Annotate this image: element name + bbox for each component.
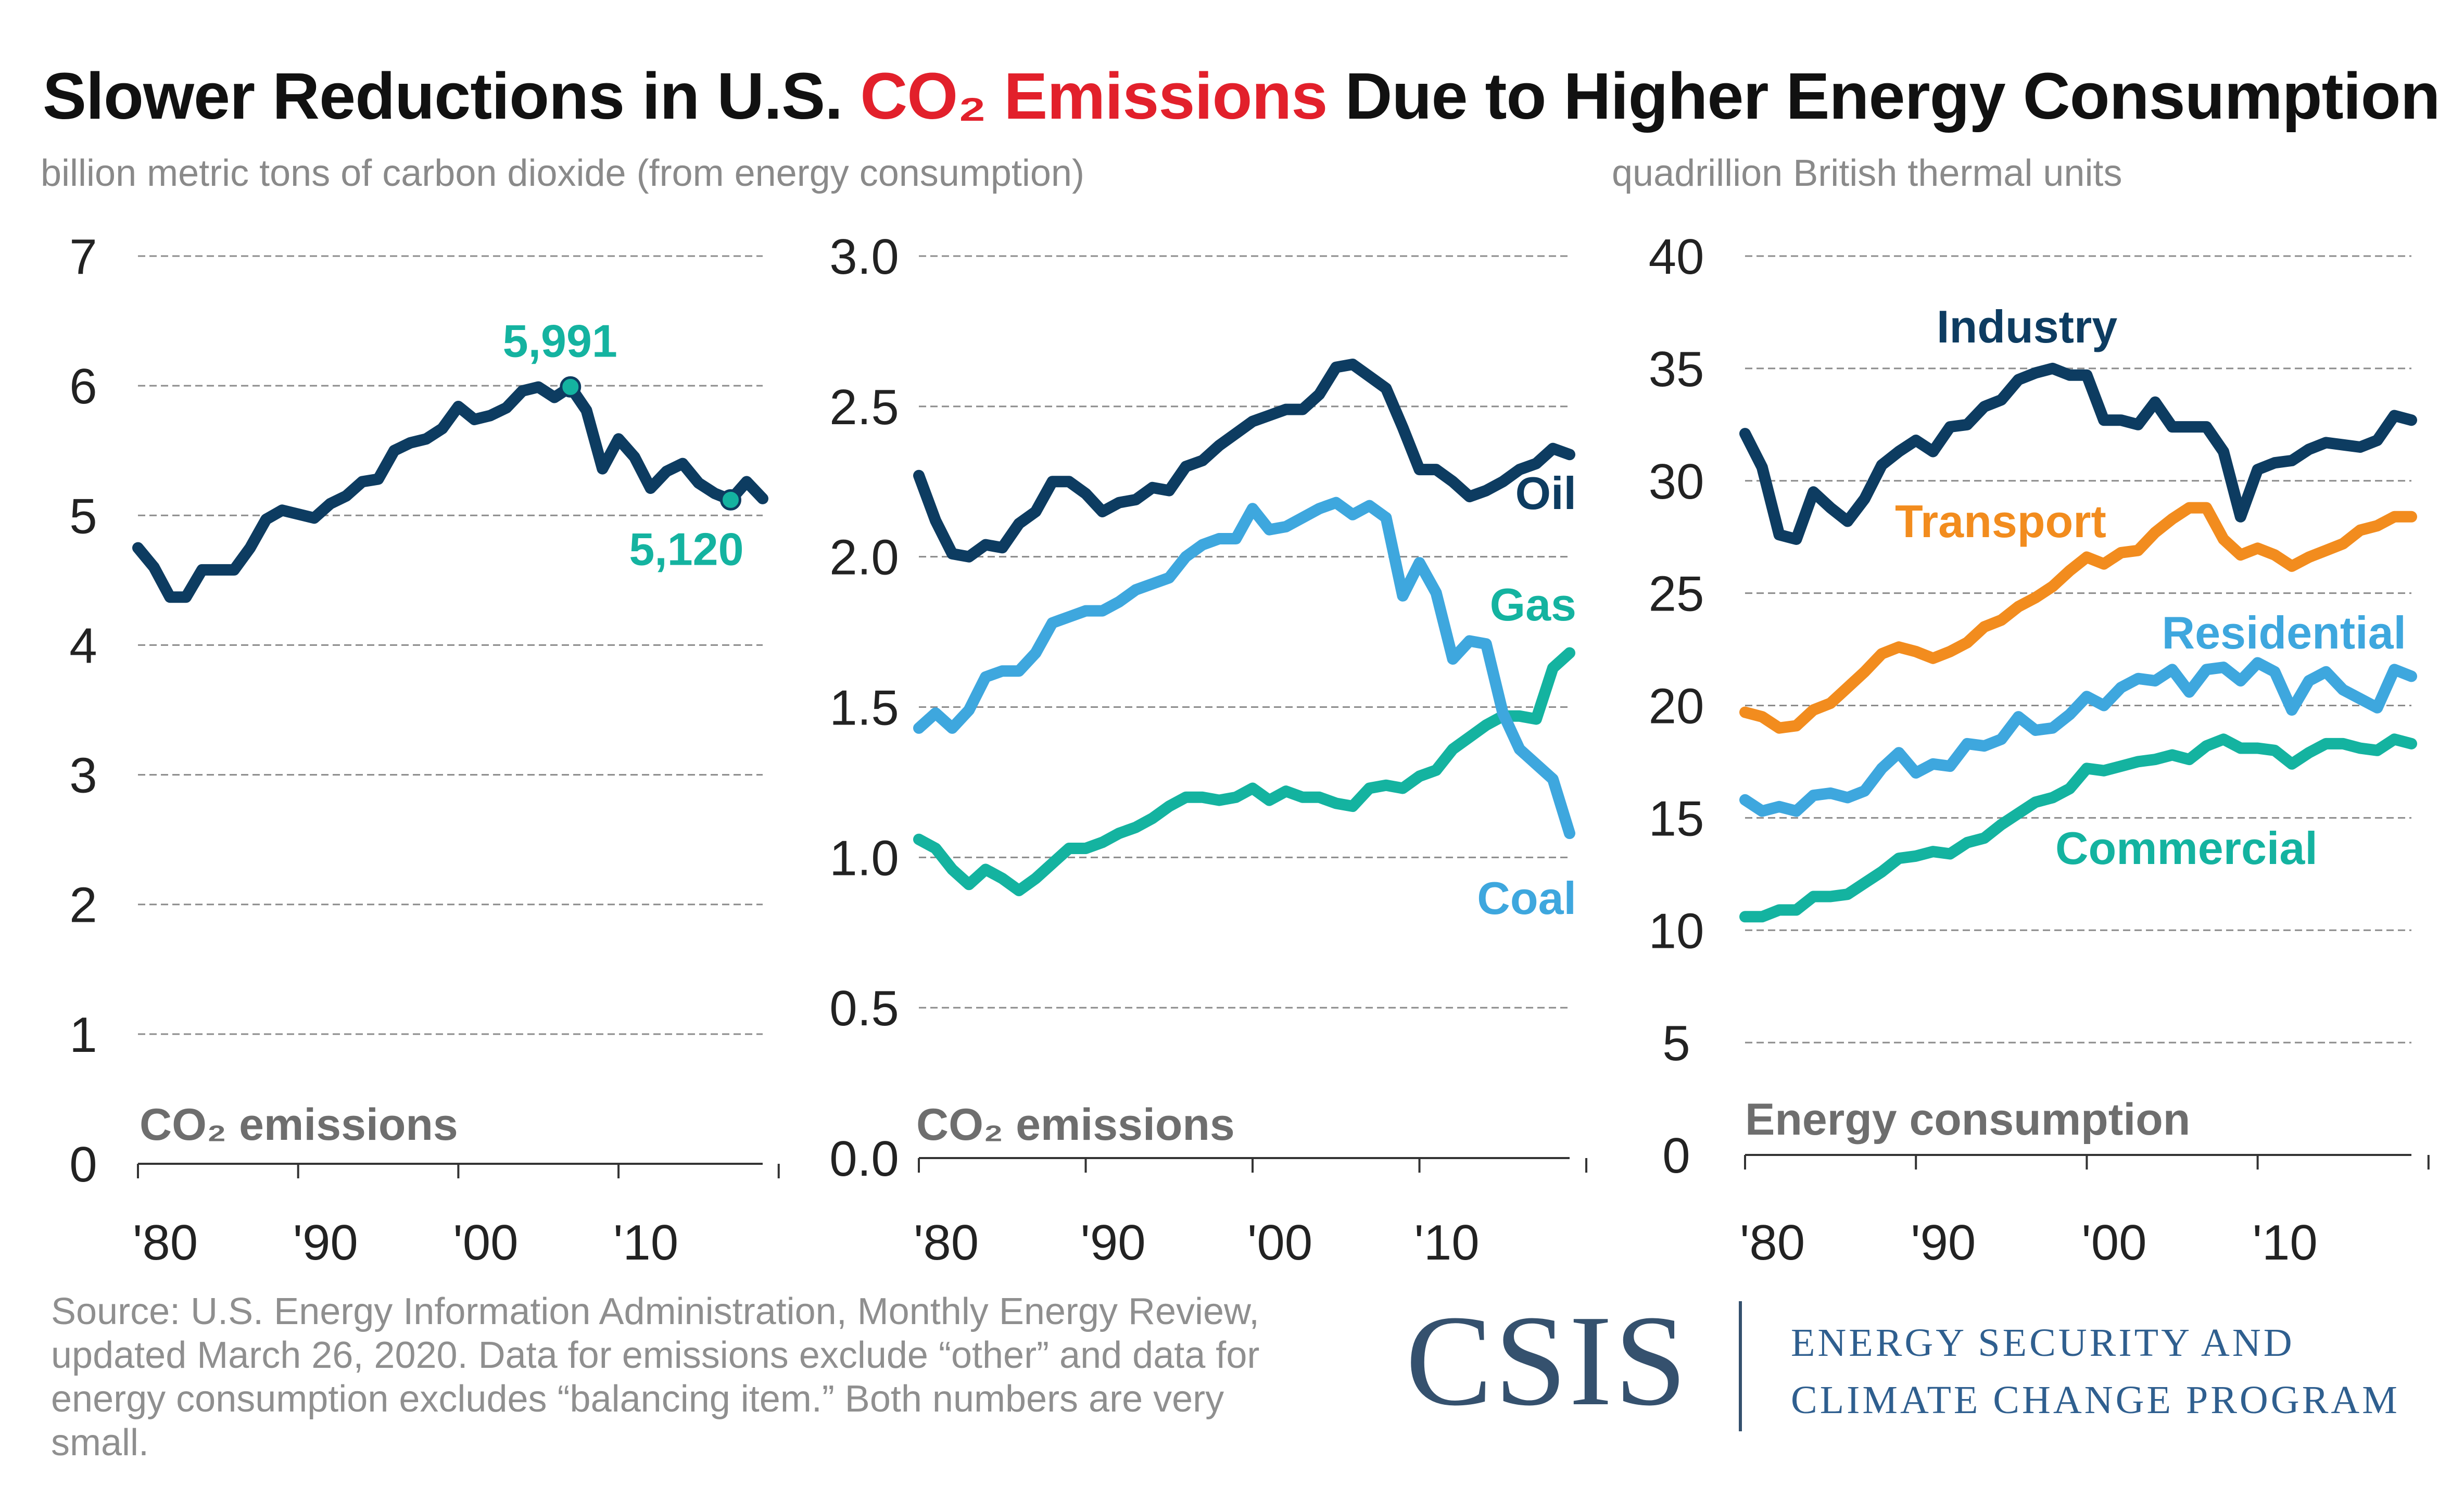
series-label-residential: Residential (2162, 607, 2406, 658)
series-line-oil (913, 359, 1575, 563)
title-post: Due to Higher Energy Consumption (1327, 59, 2440, 133)
y-tick-label: 1.0 (829, 830, 899, 886)
title-pre: Slower Reductions in U.S. (43, 59, 861, 133)
x-tick-label: '80 (914, 1215, 979, 1270)
series-line-industry (1739, 362, 2417, 545)
x-tick-label: '90 (293, 1215, 358, 1270)
series-line-commercial (1739, 733, 2417, 923)
series-line-residential (1739, 657, 2417, 817)
emissions-unit-label: billion metric tons of carbon dioxide (f… (41, 152, 1084, 194)
x-tick-label: '10 (613, 1215, 678, 1270)
annotation-label: 5,120 (629, 523, 743, 575)
chart-panel-total-emissions: 0 1 2 3 4 5 6 7 '80 '90 '00 '10 CO₂ emissions 5,991 5,… (69, 229, 780, 1270)
y-tick-label: 7 (69, 229, 97, 285)
series-label-commercial: Commercial (2055, 822, 2318, 874)
x-tick-label: '90 (1911, 1215, 1976, 1270)
y-tick-label: 5 (69, 488, 97, 544)
y-tick-label: 10 (1649, 903, 1704, 959)
y-tick-label: 0.0 (829, 1131, 899, 1187)
page-title: Slower Reductions in U.S. CO₂ Emissions … (43, 58, 2441, 134)
annotation-point (560, 376, 582, 398)
series-line-transport (1739, 502, 2417, 734)
y-tick-label: 1 (69, 1007, 97, 1063)
x-tick-label: '10 (1414, 1215, 1480, 1270)
series-label-oil: Oil (1515, 467, 1576, 519)
annotation-point (719, 489, 741, 511)
y-tick-label: 30 (1649, 454, 1704, 510)
x-tick-label: '10 (2253, 1215, 2318, 1270)
y-tick-label: 25 (1649, 566, 1704, 622)
x-tick-label: '00 (2081, 1215, 2146, 1270)
y-tick-label: 4 (69, 618, 97, 673)
x-tick-label: '80 (133, 1215, 198, 1270)
program-line-1: ENERGY SECURITY AND (1791, 1321, 2295, 1365)
series-label-transport: Transport (1895, 495, 2106, 547)
series-label-industry: Industry (1937, 301, 2117, 352)
y-tick-label: 2.0 (829, 530, 899, 586)
x-tick-label: '00 (453, 1215, 518, 1270)
panel-label: Energy consumption (1745, 1095, 2190, 1145)
charts-canvas: 0 1 2 3 4 5 6 7 '80 '90 '00 '10 CO₂ emissions 5,991 5,… (69, 229, 2430, 1270)
y-tick-label: 0 (1662, 1128, 1690, 1184)
y-tick-label: 1.5 (829, 680, 899, 736)
y-tick-label: 0 (69, 1137, 97, 1192)
series-line-coal (913, 497, 1575, 840)
x-tick-label: '00 (1247, 1215, 1312, 1270)
y-tick-label: 0.5 (829, 981, 899, 1036)
panel-label: CO₂ emissions (140, 1100, 458, 1150)
series-line-total (132, 381, 768, 603)
series-line-gas (913, 647, 1575, 896)
y-tick-label: 3.0 (829, 229, 899, 285)
y-tick-label: 2.5 (829, 379, 899, 435)
y-tick-label: 3 (69, 748, 97, 804)
y-tick-label: 15 (1649, 791, 1704, 846)
y-tick-label: 5 (1662, 1015, 1690, 1071)
series-label-coal: Coal (1477, 872, 1576, 924)
source-note: Source: U.S. Energy Information Administ… (51, 1291, 1260, 1464)
y-tick-label: 6 (69, 359, 97, 414)
annotation-label: 5,991 (503, 315, 617, 366)
csis-logo: CSIS (1406, 1289, 1689, 1433)
y-tick-label: 35 (1649, 341, 1704, 397)
program-line-2: CLIMATE CHANGE PROGRAM (1791, 1378, 2400, 1422)
panel-label: CO₂ emissions (916, 1100, 1235, 1150)
x-tick-label: '90 (1081, 1215, 1146, 1270)
y-tick-label: 20 (1649, 679, 1704, 734)
series-label-gas: Gas (1490, 579, 1576, 630)
chart-panel-emissions-by-fuel: 0.0 0.5 1.0 1.5 2.0 2.5 3.0 '80 '90 '00 '10 CO₂ emi… (829, 229, 1588, 1270)
y-tick-label: 40 (1649, 229, 1704, 285)
x-tick-label: '80 (1740, 1215, 1805, 1270)
logo-divider (1739, 1301, 1742, 1431)
y-tick-label: 2 (69, 878, 97, 933)
chart-panel-energy-by-sector: 0 5 10 15 20 25 30 35 40 '80 '90 '00 '10 Energy consu… (1649, 229, 2430, 1270)
energy-unit-label: quadrillion British thermal units (1612, 152, 2122, 194)
program-name: ENERGY SECURITY AND CLIMATE CHANGE PROGR… (1791, 1314, 2400, 1429)
title-highlight: CO₂ Emissions (860, 59, 1328, 133)
